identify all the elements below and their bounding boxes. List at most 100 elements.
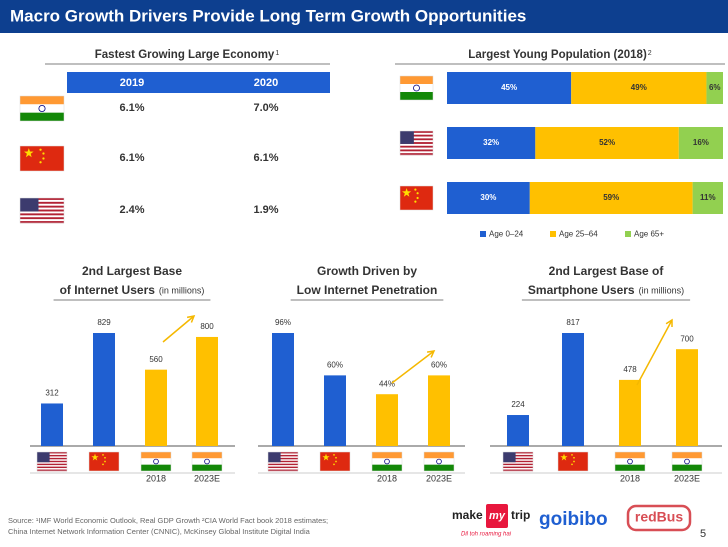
star <box>24 148 34 158</box>
bar-segment <box>692 182 723 214</box>
stripe <box>20 213 64 216</box>
table-header <box>67 72 330 93</box>
field <box>400 186 433 210</box>
logo-text: make <box>452 508 483 522</box>
logo-text: trip <box>511 508 530 522</box>
bar <box>324 375 346 446</box>
stripe <box>503 463 533 466</box>
logo-shape <box>486 504 508 528</box>
chakra <box>38 104 46 113</box>
field <box>320 452 350 471</box>
title-note: (in millions) <box>159 285 205 295</box>
stripe <box>37 454 67 457</box>
legend-label: Age 65+ <box>634 230 664 239</box>
legend-label: Age 25–64 <box>559 230 598 239</box>
stripe <box>400 132 433 135</box>
bar <box>428 375 450 446</box>
flag-in <box>671 451 703 472</box>
stripe <box>268 459 298 461</box>
star <box>335 460 337 463</box>
trend-arrow <box>636 319 673 386</box>
flag-in <box>399 75 434 101</box>
star <box>416 192 419 195</box>
flag-in <box>191 451 223 472</box>
trend-arrow-head <box>426 350 436 358</box>
value-label: 224 <box>511 400 525 409</box>
canton <box>400 131 414 144</box>
title-note: 1 <box>275 50 279 57</box>
legend-label: Age 0–24 <box>489 230 524 239</box>
flag-border <box>19 145 65 172</box>
stripe <box>192 464 222 471</box>
field <box>558 452 588 471</box>
stripe <box>20 205 64 208</box>
bar <box>93 333 115 446</box>
x-tick-label: 2018 <box>377 473 397 483</box>
stripe <box>400 153 433 156</box>
slide-title: Macro Growth Drivers Provide Long Term G… <box>10 6 526 25</box>
flag-border <box>614 451 646 472</box>
table-cell: 2.4% <box>119 204 144 216</box>
stripe <box>400 143 433 146</box>
value-label: 700 <box>680 334 694 343</box>
star <box>42 152 45 155</box>
trend-arrow-head <box>665 318 673 327</box>
stripe <box>503 466 533 469</box>
logo-text: redBus <box>635 509 683 525</box>
stripe <box>20 199 64 203</box>
bar <box>676 349 698 446</box>
flag-border <box>36 451 68 472</box>
stripe <box>503 468 533 470</box>
flag-in <box>140 451 172 472</box>
star <box>42 157 45 160</box>
stripe <box>503 456 533 459</box>
legend-swatch <box>480 231 486 237</box>
section-title: Fastest Growing Large Economy <box>95 49 275 61</box>
table-cell: 6.1% <box>119 152 144 164</box>
stripe <box>400 92 433 100</box>
stripe <box>400 131 433 134</box>
value-label: 312 <box>45 389 59 398</box>
bar-segment <box>447 72 572 104</box>
bar-segment <box>678 127 723 159</box>
value-label: 16% <box>693 138 709 147</box>
stripe <box>503 452 533 454</box>
flag-border <box>267 451 299 472</box>
stripe <box>20 221 64 224</box>
stripe <box>268 463 298 466</box>
stripe <box>615 464 645 471</box>
stripe <box>372 452 402 459</box>
column-header: 2020 <box>254 77 278 89</box>
stripe <box>400 134 433 137</box>
star <box>414 200 417 203</box>
x-tick-label: 2023E <box>426 473 452 483</box>
stripe <box>20 198 64 201</box>
star <box>104 460 106 463</box>
stripe <box>37 459 67 461</box>
flag-in <box>371 451 403 472</box>
flag-border <box>19 95 65 122</box>
flag-border <box>399 75 434 101</box>
section-title: 2nd Largest Base of <box>549 264 665 278</box>
stripe <box>37 466 67 469</box>
legend-swatch <box>625 231 631 237</box>
logo-shape <box>626 504 692 532</box>
stripe <box>20 207 64 210</box>
stripe <box>400 142 433 145</box>
stripe <box>400 84 433 92</box>
stripe <box>424 458 454 465</box>
trend-arrow-head <box>186 314 196 323</box>
field <box>20 146 64 171</box>
stripe <box>20 201 64 204</box>
chakra <box>153 458 159 465</box>
section-title: Largest Young Population (2018) <box>468 49 647 61</box>
stripe <box>615 458 645 465</box>
stripe <box>268 452 298 454</box>
stripe <box>372 464 402 471</box>
trend-arrow <box>162 315 195 343</box>
value-label: 44% <box>379 379 395 388</box>
flag-border <box>88 451 120 472</box>
stripe <box>268 456 298 459</box>
canton <box>503 452 516 463</box>
